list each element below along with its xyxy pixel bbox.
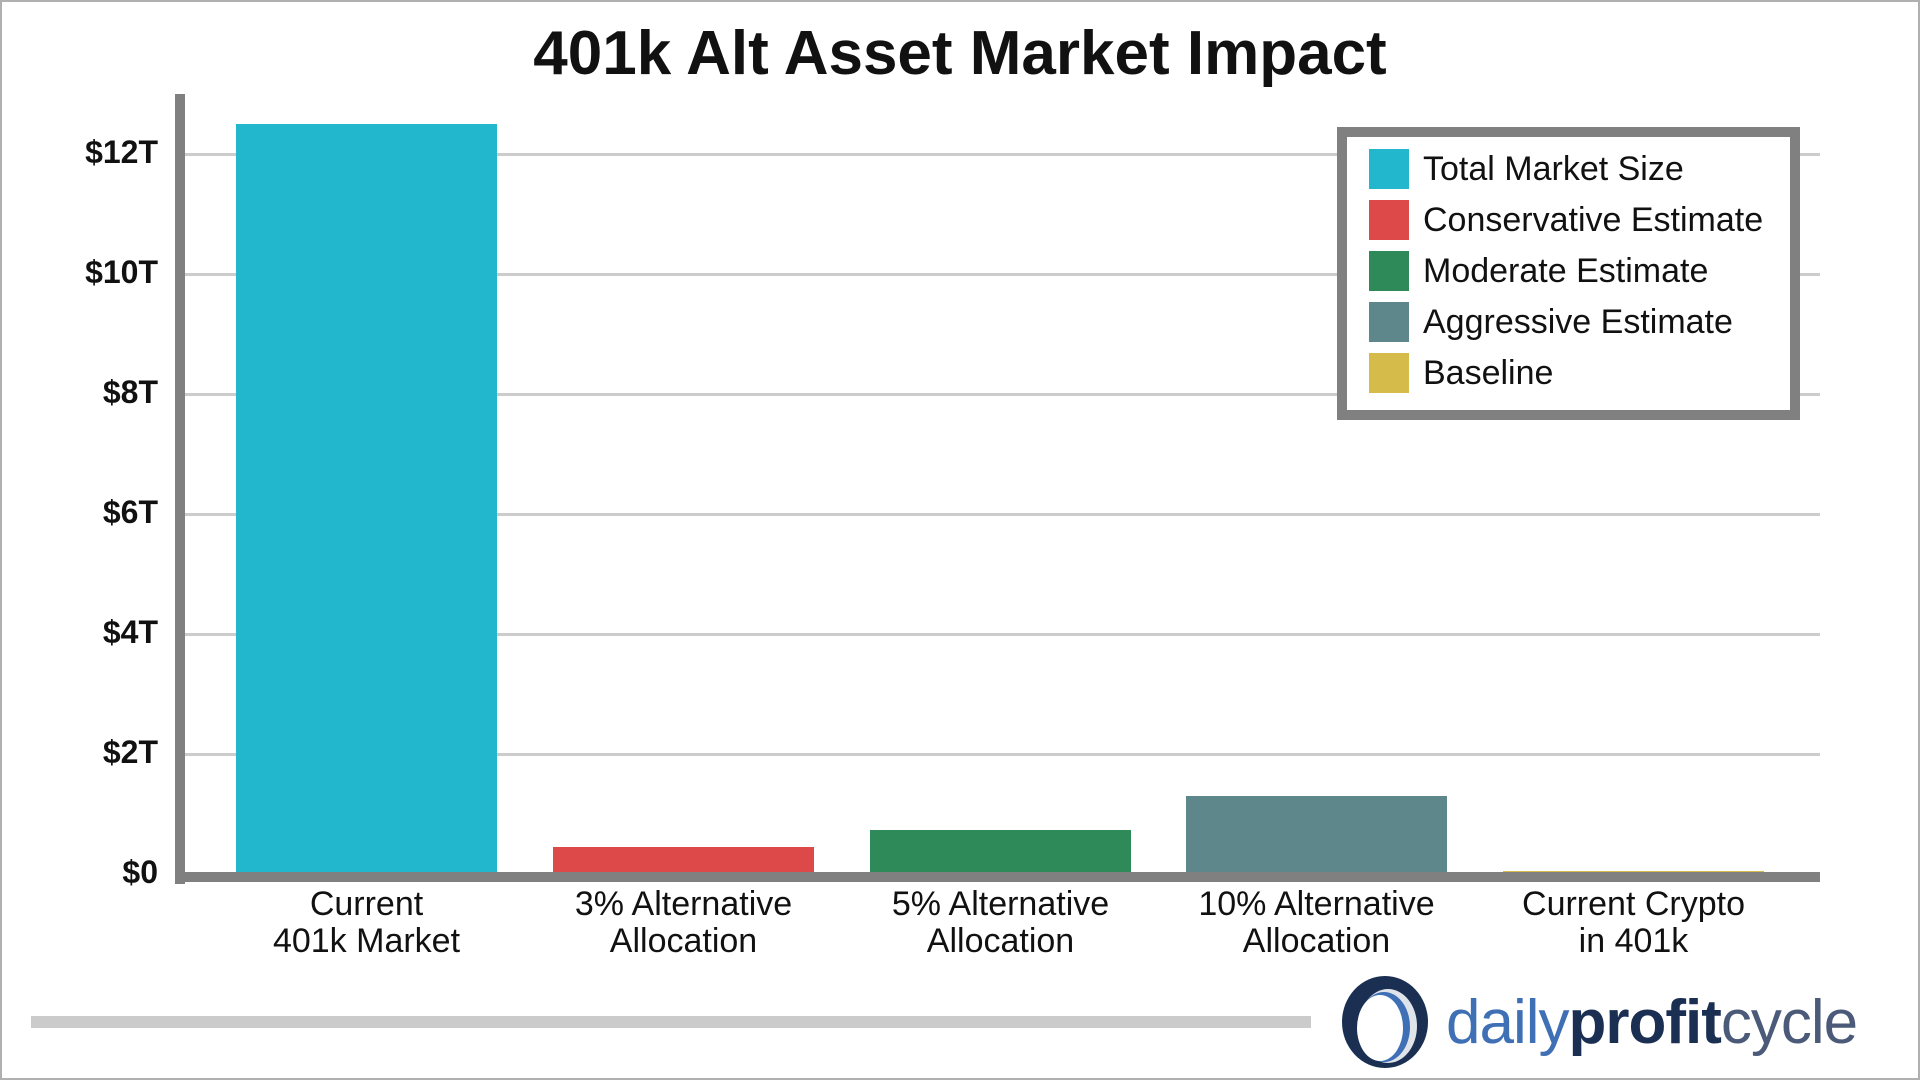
brand-logo: dailyprofitcycle bbox=[1340, 972, 1858, 1072]
legend-label: Total Market Size bbox=[1423, 149, 1684, 188]
gridline bbox=[185, 273, 1820, 276]
brand-part-cycle: cycle bbox=[1720, 987, 1858, 1057]
y-tick-label: $8T bbox=[102, 374, 158, 410]
x-axis bbox=[175, 872, 1820, 882]
y-tick-label: $2T bbox=[102, 734, 158, 770]
x-tick-label: 5% Alternative Allocation bbox=[891, 885, 1110, 960]
y-tick-label: $12T bbox=[85, 134, 158, 170]
footer-divider bbox=[31, 1016, 1311, 1028]
gridline bbox=[185, 753, 1820, 756]
bar-aggressive-estimate bbox=[1186, 796, 1447, 874]
y-tick-label: $10T bbox=[85, 254, 158, 290]
legend-label: Conservative Estimate bbox=[1423, 200, 1764, 239]
legend-swatch bbox=[1369, 200, 1409, 240]
gridline bbox=[185, 633, 1820, 636]
x-tick-label: Current 401k Market bbox=[272, 885, 461, 960]
x-tick-label: 3% Alternative Allocation bbox=[574, 885, 793, 960]
legend-item-conservative-estimate: Conservative Estimate bbox=[1369, 200, 1763, 240]
legend-label: Aggressive Estimate bbox=[1423, 302, 1733, 341]
gridline bbox=[185, 513, 1820, 516]
bar-moderate-estimate bbox=[870, 830, 1131, 874]
legend-swatch bbox=[1369, 251, 1409, 291]
y-tick-label: $0 bbox=[122, 854, 158, 890]
legend-swatch bbox=[1369, 149, 1409, 189]
y-tick-label: $6T bbox=[102, 494, 158, 530]
ring-logo-icon bbox=[1342, 976, 1428, 1068]
legend-item-aggressive-estimate: Aggressive Estimate bbox=[1369, 302, 1733, 342]
brand-part-profit: profit bbox=[1568, 987, 1722, 1057]
bar-total-market-size bbox=[236, 124, 497, 874]
legend-swatch bbox=[1369, 302, 1409, 342]
brand-wordmark: dailyprofitcycle bbox=[1446, 987, 1858, 1058]
gridline bbox=[185, 153, 1820, 156]
legend-label: Baseline bbox=[1423, 353, 1554, 392]
bar-conservative-estimate bbox=[553, 847, 814, 874]
legend-item-baseline: Baseline bbox=[1369, 353, 1553, 393]
legend-label: Moderate Estimate bbox=[1423, 251, 1709, 290]
legend-swatch bbox=[1369, 353, 1409, 393]
y-axis bbox=[175, 94, 185, 884]
y-tick-label: $4T bbox=[102, 614, 158, 650]
gridline bbox=[185, 393, 1820, 396]
legend-item-moderate-estimate: Moderate Estimate bbox=[1369, 251, 1708, 291]
x-tick-label: Current Crypto in 401k bbox=[1522, 885, 1745, 960]
x-tick-label: 10% Alternative Allocation bbox=[1198, 885, 1435, 960]
legend-item-total-market-size: Total Market Size bbox=[1369, 149, 1684, 189]
brand-part-daily: daily bbox=[1446, 987, 1570, 1057]
chart-title: 401k Alt Asset Market Impact bbox=[533, 19, 1387, 88]
legend: Total Market Size Conservative Estimate … bbox=[1337, 127, 1800, 420]
